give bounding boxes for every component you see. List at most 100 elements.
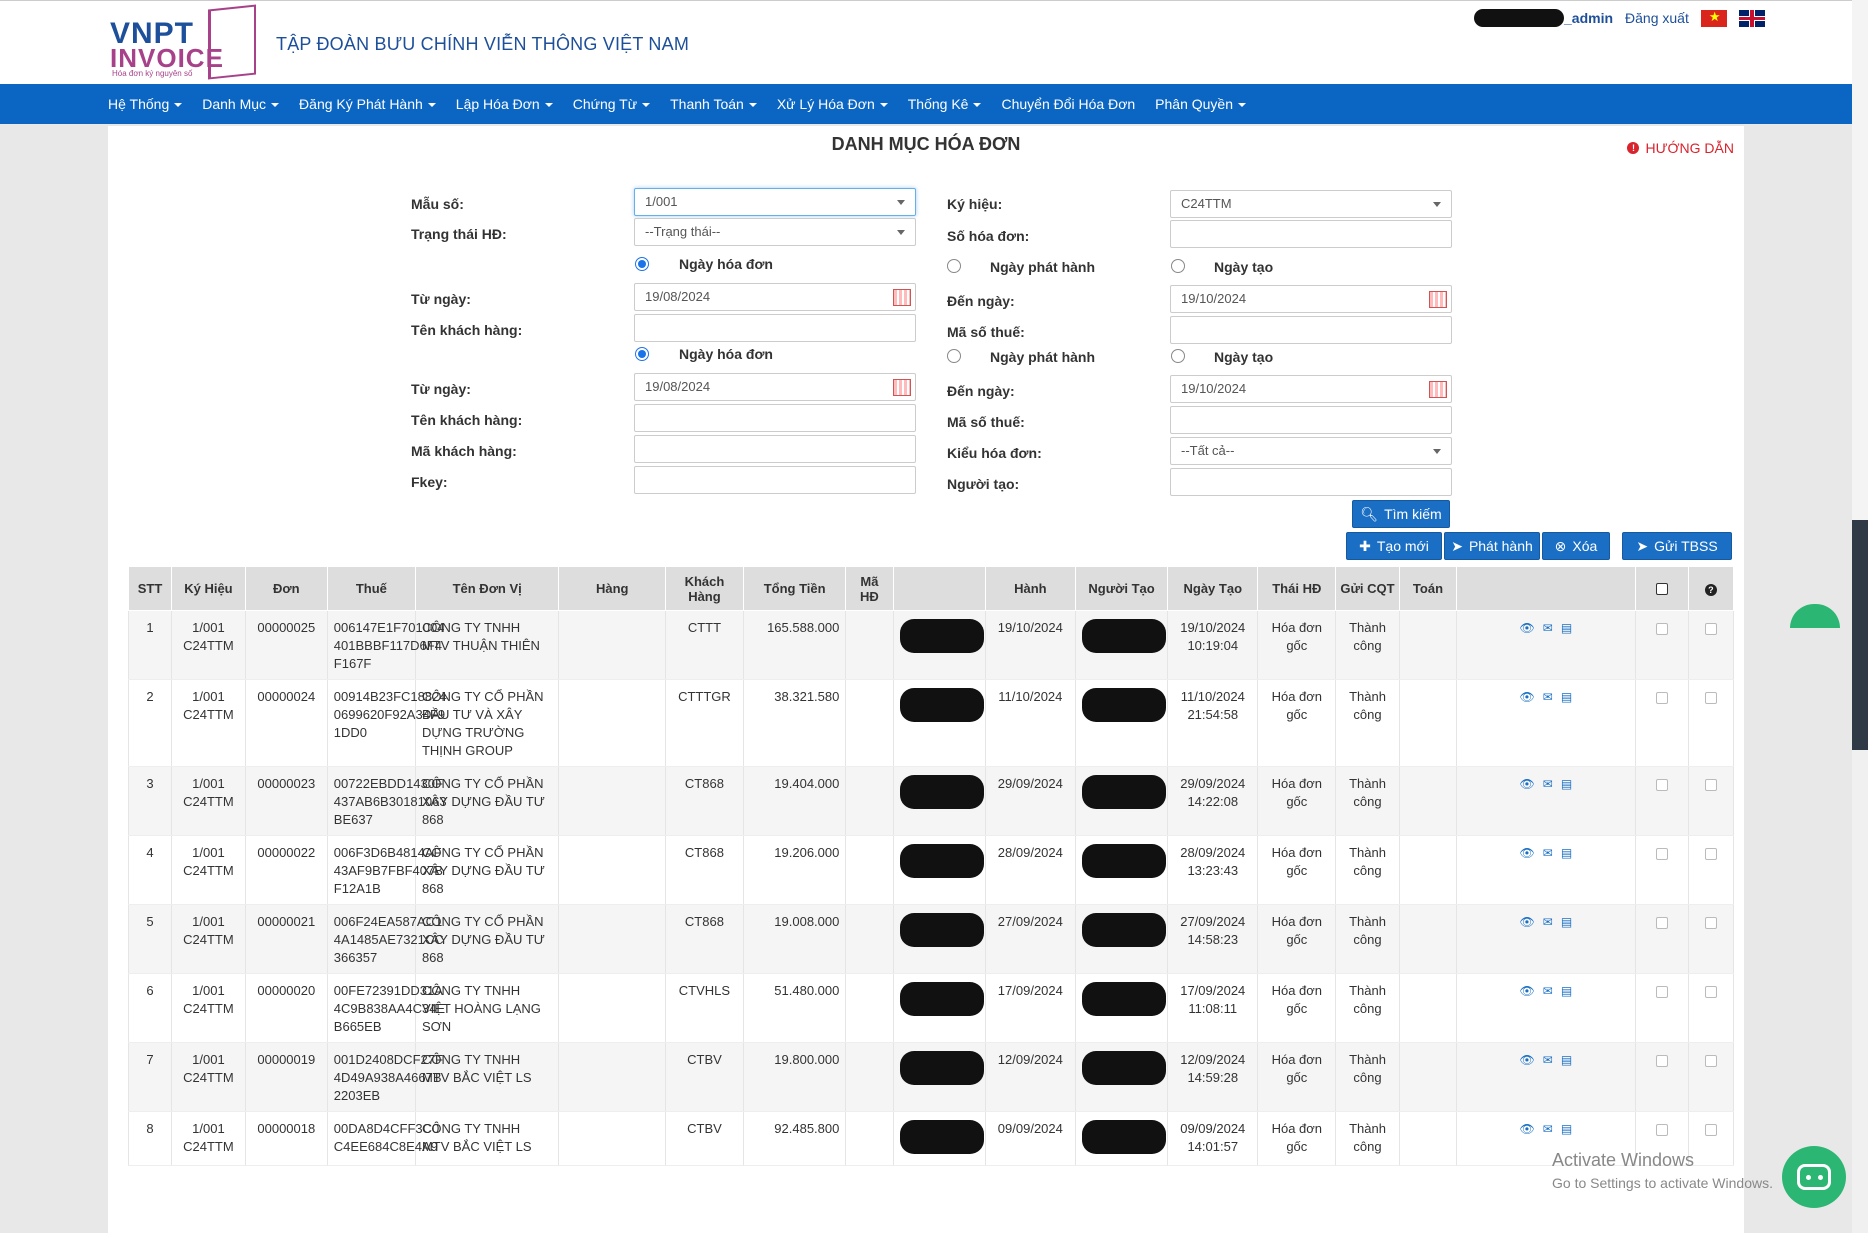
page-scrollbar[interactable] <box>1852 0 1868 1233</box>
mail-icon[interactable]: ✉ <box>1542 1122 1553 1136</box>
document-icon[interactable]: ▤ <box>1560 621 1573 635</box>
table-row[interactable]: 6 1/001 C24TTM 00000020 00FE72391DD31A 4C9B… <box>128 973 1734 1043</box>
row-checkbox[interactable] <box>1655 917 1668 929</box>
table-row[interactable]: 7 1/001 C24TTM 00000019 001D2408DCF27F 4D49… <box>128 1042 1734 1112</box>
eye-icon[interactable]: 👁 <box>1519 915 1535 929</box>
publish-button[interactable]: ➤ Phát hành <box>1444 532 1540 560</box>
nav-lap-hoa-don[interactable]: Lập Hóa Đơn <box>456 96 553 112</box>
delete-button[interactable]: ⊗ Xóa <box>1542 532 1610 560</box>
row-checkbox-2[interactable] <box>1704 986 1717 998</box>
calendar-icon[interactable] <box>893 379 911 396</box>
create-button[interactable]: ✚ Tạo mới <box>1346 532 1442 560</box>
radio-ngay-hoa-don-2[interactable] <box>635 347 649 361</box>
calendar-icon[interactable] <box>1429 291 1447 308</box>
mail-icon[interactable]: ✉ <box>1542 1053 1553 1067</box>
so-hoa-don-input[interactable] <box>1170 220 1452 248</box>
ma-khach-hang-input[interactable] <box>634 435 916 463</box>
ten-khach-hang-input[interactable] <box>634 314 916 342</box>
mail-icon[interactable]: ✉ <box>1542 984 1553 998</box>
tu-ngay-input[interactable]: 19/08/2024 <box>634 283 916 311</box>
ma-so-thue-input-2[interactable] <box>1170 406 1452 434</box>
den-ngay-input-2[interactable]: 19/10/2024 <box>1170 375 1452 403</box>
row-checkbox-2[interactable] <box>1704 917 1717 929</box>
mail-icon[interactable]: ✉ <box>1542 915 1553 929</box>
row-checkbox[interactable] <box>1655 779 1668 791</box>
vietnamese-flag-icon[interactable] <box>1700 9 1727 27</box>
mail-icon[interactable]: ✉ <box>1542 846 1553 860</box>
row-checkbox-2[interactable] <box>1704 1055 1717 1067</box>
vnpt-invoice-logo[interactable]: VNPT INVOICE Hóa đơn ký nguyên số <box>108 4 258 80</box>
select-all-checkbox[interactable] <box>1655 583 1668 595</box>
table-row[interactable]: 3 1/001 C24TTM 00000023 00722EBDD1430F 437A… <box>128 766 1734 836</box>
row-checkbox[interactable] <box>1655 986 1668 998</box>
radio-ngay-tao-2[interactable] <box>1171 349 1185 363</box>
row-checkbox[interactable] <box>1655 692 1668 704</box>
trang-thai-select[interactable]: --Trạng thái-- <box>634 218 916 246</box>
nav-xu-ly-hoa-don[interactable]: Xử Lý Hóa Đơn <box>777 96 888 112</box>
send-tbss-button[interactable]: ➤ Gửi TBSS <box>1622 532 1732 560</box>
row-checkbox[interactable] <box>1655 623 1668 635</box>
nav-dang-ky-phat-hanh[interactable]: Đăng Ký Phát Hành <box>299 96 436 112</box>
mail-icon[interactable]: ✉ <box>1542 621 1553 635</box>
scrollbar-thumb[interactable] <box>1852 520 1868 750</box>
row-checkbox-2[interactable] <box>1704 692 1717 704</box>
mau-so-select[interactable]: 1/001 <box>634 188 916 216</box>
mail-icon[interactable]: ✉ <box>1542 777 1553 791</box>
chatbot-button[interactable] <box>1782 1146 1846 1208</box>
nav-phan-quyen[interactable]: Phân Quyền <box>1155 96 1247 112</box>
calendar-icon[interactable] <box>1429 381 1447 398</box>
table-row[interactable]: 2 1/001 C24TTM 00000024 00914B23FC18824 069… <box>128 679 1734 767</box>
nav-he-thong[interactable]: Hệ Thống <box>108 96 183 112</box>
question-icon[interactable]: ? <box>1704 584 1717 596</box>
table-row[interactable]: 8 1/001 C24TTM 00000018 00DA8D4CFF3C0 C4EE6… <box>128 1111 1734 1166</box>
eye-icon[interactable]: 👁 <box>1519 984 1535 998</box>
nav-chung-tu[interactable]: Chứng Từ <box>573 96 651 112</box>
username-link[interactable]: _admin <box>1564 10 1614 26</box>
table-row[interactable]: 5 1/001 C24TTM 00000021 006F24EA587AC1 4A14… <box>128 904 1734 974</box>
eye-icon[interactable]: 👁 <box>1519 777 1535 791</box>
table-row[interactable]: 4 1/001 C24TTM 00000022 006F3D6B4814AF 43AF… <box>128 835 1734 905</box>
table-row[interactable]: 1 1/001 C24TTM 00000025 006147E1F701004 401… <box>128 610 1734 680</box>
nav-thong-ke[interactable]: Thống Kê <box>908 96 982 112</box>
row-checkbox[interactable] <box>1655 1124 1668 1136</box>
nguoi-tao-input[interactable] <box>1170 468 1452 496</box>
nav-chuyen-doi-hoa-don[interactable]: Chuyển Đổi Hóa Đơn <box>1001 96 1136 112</box>
eye-icon[interactable]: 👁 <box>1519 621 1535 635</box>
radio-ngay-phat-hanh-2[interactable] <box>947 349 961 363</box>
document-icon[interactable]: ▤ <box>1560 690 1573 704</box>
tu-ngay-input-2[interactable]: 19/08/2024 <box>634 373 916 401</box>
calendar-icon[interactable] <box>893 289 911 306</box>
eye-icon[interactable]: 👁 <box>1519 1122 1535 1136</box>
row-checkbox[interactable] <box>1655 1055 1668 1067</box>
radio-ngay-hoa-don-1[interactable] <box>635 257 649 271</box>
document-icon[interactable]: ▤ <box>1560 846 1573 860</box>
eye-icon[interactable]: 👁 <box>1519 690 1535 704</box>
nav-thanh-toan[interactable]: Thanh Toán <box>670 96 757 112</box>
logout-link[interactable]: Đăng xuất <box>1625 10 1689 26</box>
row-checkbox-2[interactable] <box>1704 1124 1717 1136</box>
ma-so-thue-input[interactable] <box>1170 316 1452 344</box>
english-flag-icon[interactable] <box>1738 9 1765 27</box>
document-icon[interactable]: ▤ <box>1560 1053 1573 1067</box>
document-icon[interactable]: ▤ <box>1560 984 1573 998</box>
document-icon[interactable]: ▤ <box>1560 1122 1573 1136</box>
eye-icon[interactable]: 👁 <box>1519 1053 1535 1067</box>
radio-ngay-phat-hanh-1[interactable] <box>947 259 961 273</box>
den-ngay-input[interactable]: 19/10/2024 <box>1170 285 1452 313</box>
eye-icon[interactable]: 👁 <box>1519 846 1535 860</box>
help-link[interactable]: ! HƯỚNG DẪN <box>1627 140 1734 156</box>
fkey-input[interactable] <box>634 466 916 494</box>
mail-icon[interactable]: ✉ <box>1542 690 1553 704</box>
row-checkbox-2[interactable] <box>1704 623 1717 635</box>
row-checkbox-2[interactable] <box>1704 848 1717 860</box>
nav-danh-muc[interactable]: Danh Mục <box>202 96 280 112</box>
kieu-hoa-don-select[interactable]: --Tất cả-- <box>1170 437 1452 465</box>
chat-widget-edge[interactable] <box>1790 604 1840 628</box>
row-checkbox-2[interactable] <box>1704 779 1717 791</box>
radio-ngay-tao-1[interactable] <box>1171 259 1185 273</box>
document-icon[interactable]: ▤ <box>1560 915 1573 929</box>
row-checkbox[interactable] <box>1655 848 1668 860</box>
ten-khach-hang-input-2[interactable] <box>634 404 916 432</box>
search-button[interactable]: 🔍︎ Tìm kiếm <box>1352 500 1450 528</box>
ky-hieu-select[interactable]: C24TTM <box>1170 190 1452 218</box>
